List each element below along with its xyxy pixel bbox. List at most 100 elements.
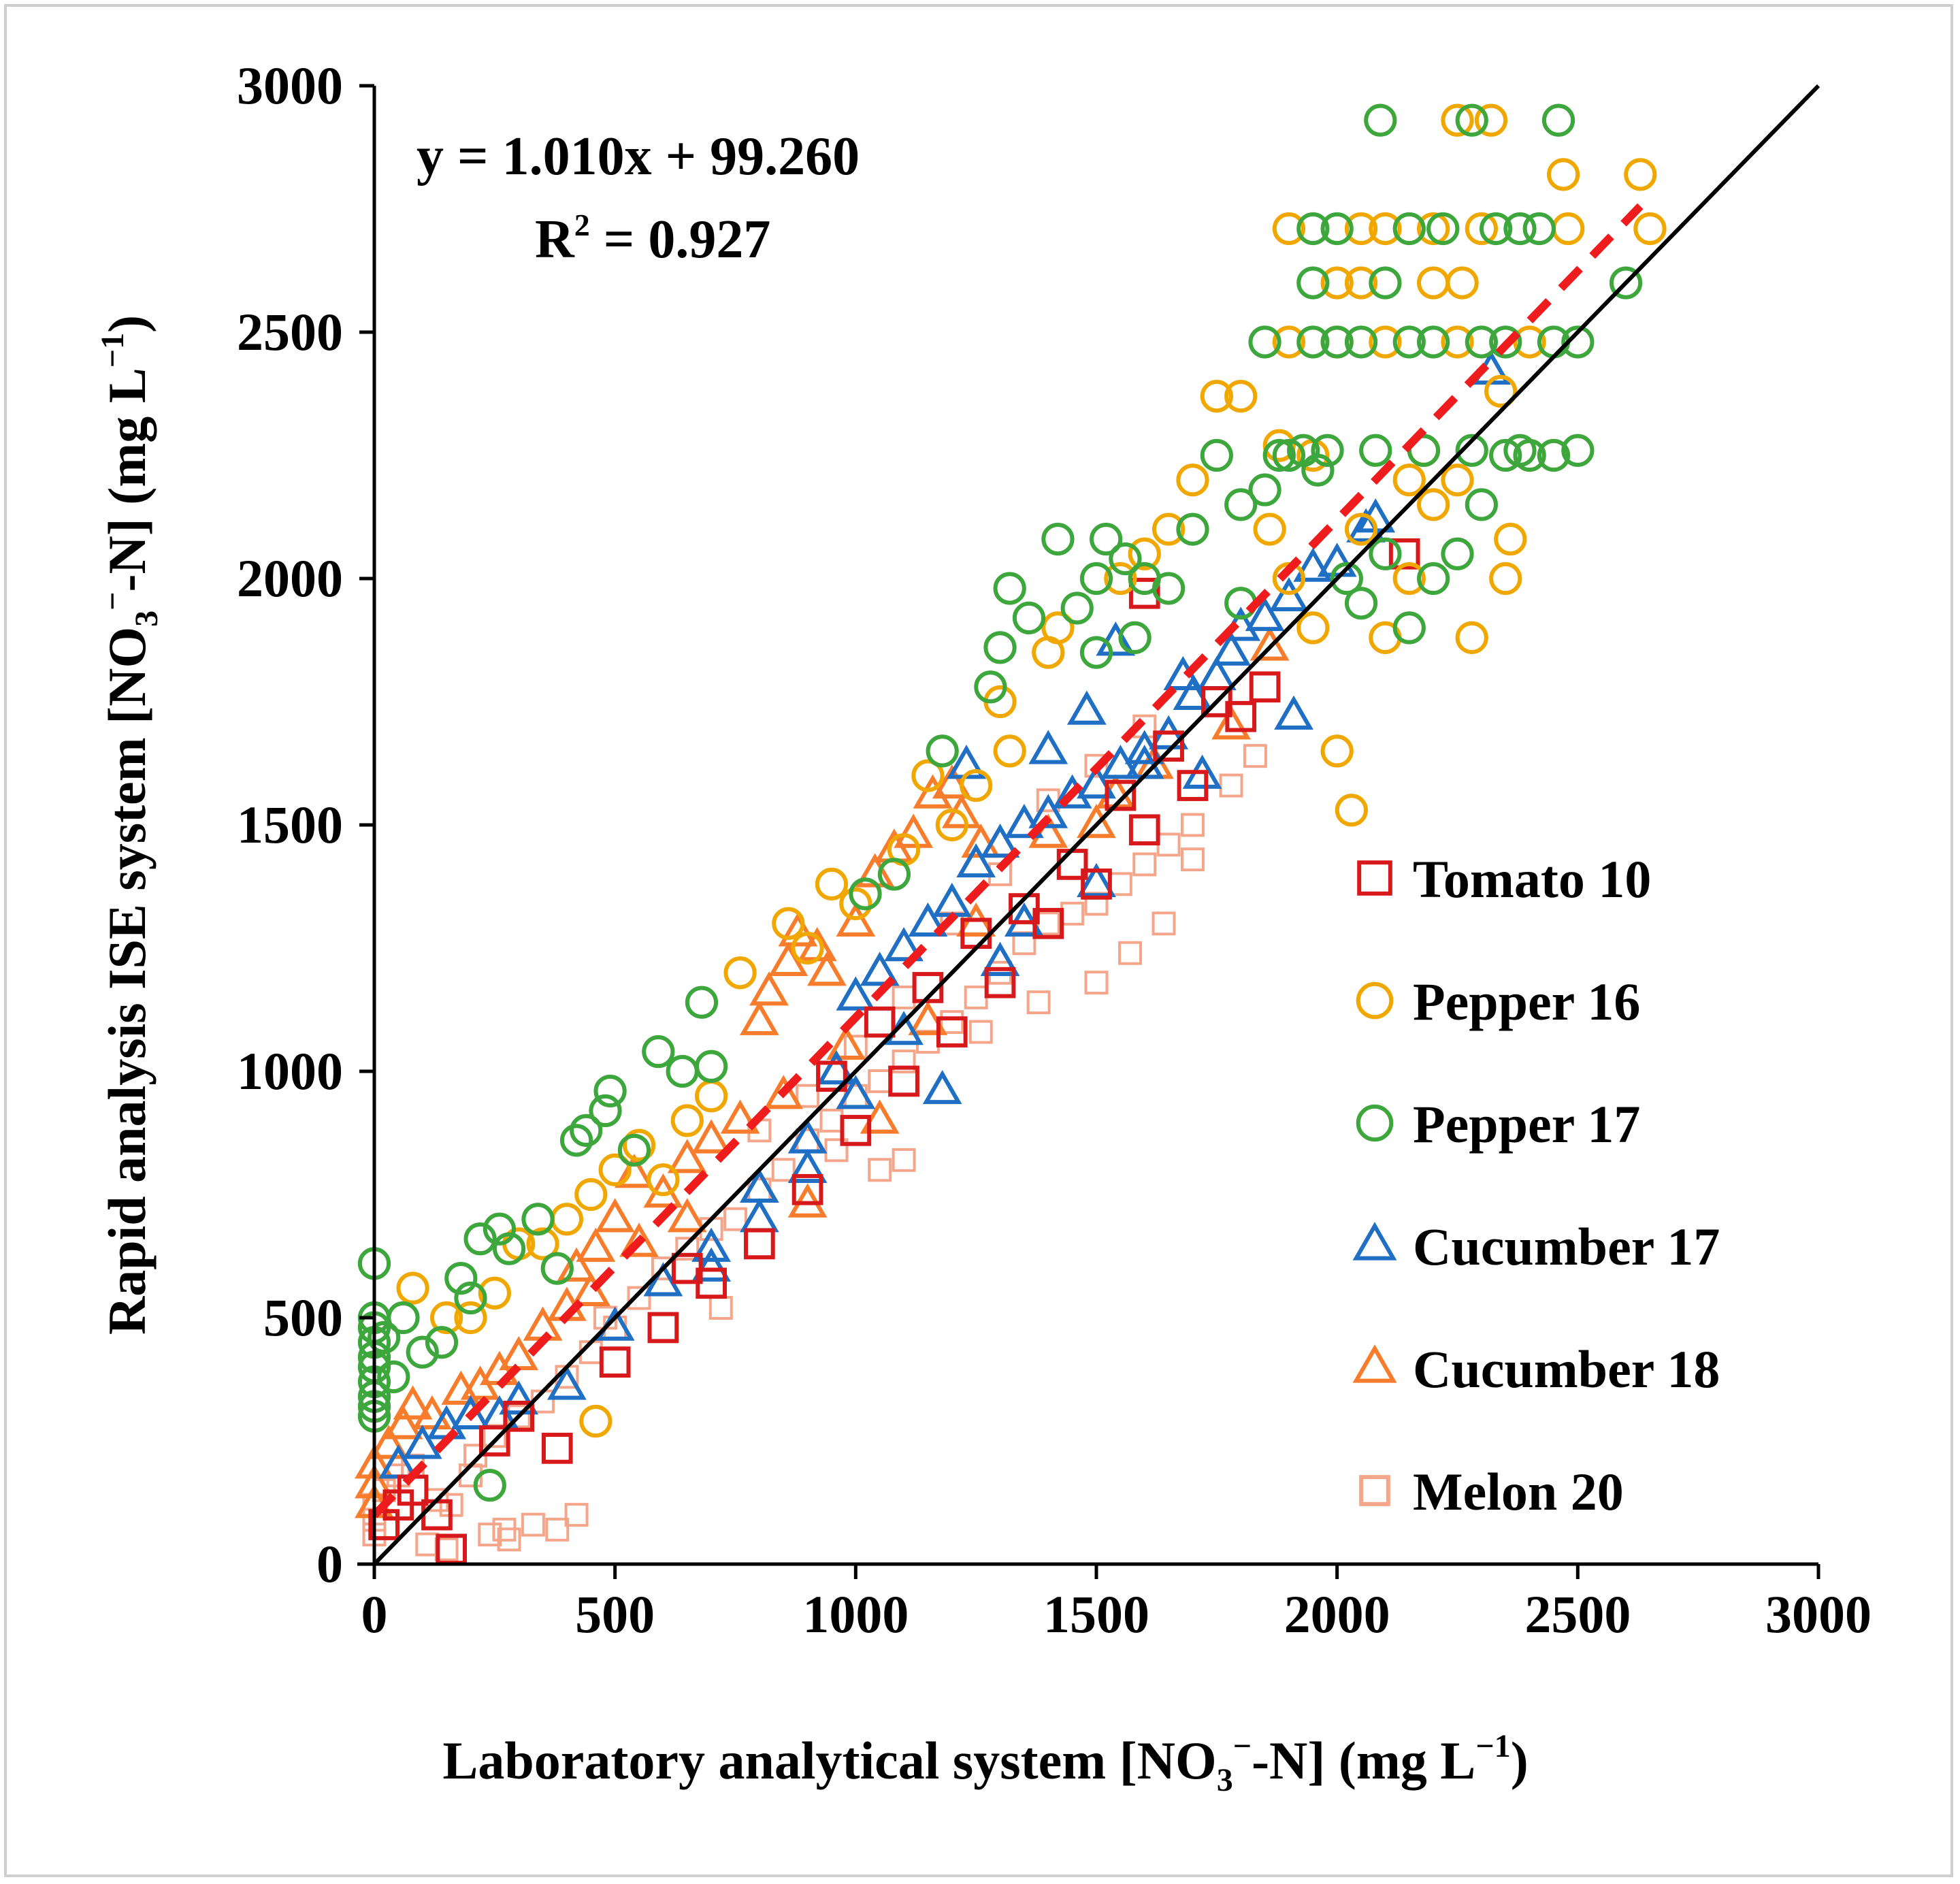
data-point [1392,611,1426,645]
data-point [1262,429,1296,462]
data-point [521,1203,555,1236]
data-point [574,1178,608,1212]
data-point [824,1138,849,1163]
data-point [497,1527,521,1552]
data-point [1474,103,1508,137]
data-point [1561,325,1595,359]
data-point [478,1523,502,1547]
data-point [1269,576,1309,612]
data-point [1128,814,1160,846]
data-point [1108,872,1132,896]
data-point [406,1335,439,1369]
data-point [1077,764,1116,799]
r-squared-label: R2 = 0.927 [535,208,770,270]
data-point [1128,577,1160,609]
data-point [473,1469,506,1502]
data-point [1156,832,1181,857]
data-point [1028,730,1068,764]
data-point [1330,562,1363,596]
data-point [764,1075,804,1109]
data-point [1446,266,1479,299]
data-point [1036,911,1060,936]
data-point [1211,705,1251,740]
legend-item: Cucumber 18 [1352,1339,1720,1399]
data-point [1503,212,1537,246]
data-point [1417,212,1450,246]
data-point [369,1425,409,1459]
data-point [1253,513,1286,546]
data-point [1484,374,1518,408]
data-point [912,972,944,1003]
data-point [595,1198,635,1233]
data-point [691,1119,732,1154]
data-point [1417,266,1450,299]
data-point [836,976,876,1011]
data-point [1417,325,1450,359]
data-point [1293,547,1333,582]
data-point [1624,158,1657,191]
data-point [1028,794,1068,828]
data-point [1320,266,1354,299]
data-point [1132,852,1157,877]
chart-legend: Tomato 10 Pepper 16 Pepper 17 Cucumber 17 Cu… [1352,849,1720,1521]
legend-marker [1352,1222,1397,1261]
y-axis-title: Rapid analysis ISE system [NO3−-N] (mg L… [95,315,165,1335]
data-point [691,1247,732,1282]
data-point [980,941,1020,976]
data-point [1118,941,1142,965]
data-point [1369,212,1402,246]
data-point [1180,847,1205,872]
data-point [1344,266,1378,299]
data-point [1441,537,1474,570]
data-point [1455,434,1488,467]
data-point [1219,773,1243,798]
data-point [849,877,882,911]
data-point [739,1001,779,1035]
data-point [593,1074,627,1108]
legend-label: Pepper 16 [1413,972,1640,1031]
data-point [1320,212,1354,246]
data-point [749,971,789,1006]
data-point [1090,522,1123,556]
data-point [1077,862,1116,898]
data-point [1489,562,1522,596]
data-point [913,774,953,809]
data-point [708,1296,733,1320]
data-point [1344,325,1378,359]
data-point [550,1203,584,1236]
legend-label: Cucumber 17 [1413,1217,1720,1276]
data-point [1200,438,1233,472]
data-point [599,1346,631,1378]
data-point [1077,804,1116,839]
data-point [1503,434,1537,467]
data-point [1249,671,1281,703]
data-point [1272,438,1306,472]
data-point [499,1335,539,1371]
data-point [1079,636,1113,669]
data-point [983,631,1017,664]
data-point [570,1114,603,1148]
data-point [521,1512,545,1537]
data-point [1248,473,1281,506]
data-point [695,1079,728,1113]
data-point [387,1301,420,1335]
data-point [980,823,1020,858]
data-point [1479,212,1513,246]
data-point [503,1400,535,1432]
data-point [908,1001,948,1035]
data-point [589,1094,622,1128]
data-point [1287,434,1320,467]
data-point [888,1065,919,1097]
data-point [499,1380,539,1415]
data-point [1494,522,1527,556]
data-point [1066,690,1107,725]
data-point [1079,562,1113,596]
data-point [1250,626,1290,661]
data-point [444,1261,478,1295]
data-point [1320,325,1354,359]
data-point [864,1006,896,1038]
data-point [695,1050,728,1083]
data-point [1026,990,1051,1015]
data-point [647,1163,680,1197]
data-point [671,1252,703,1284]
